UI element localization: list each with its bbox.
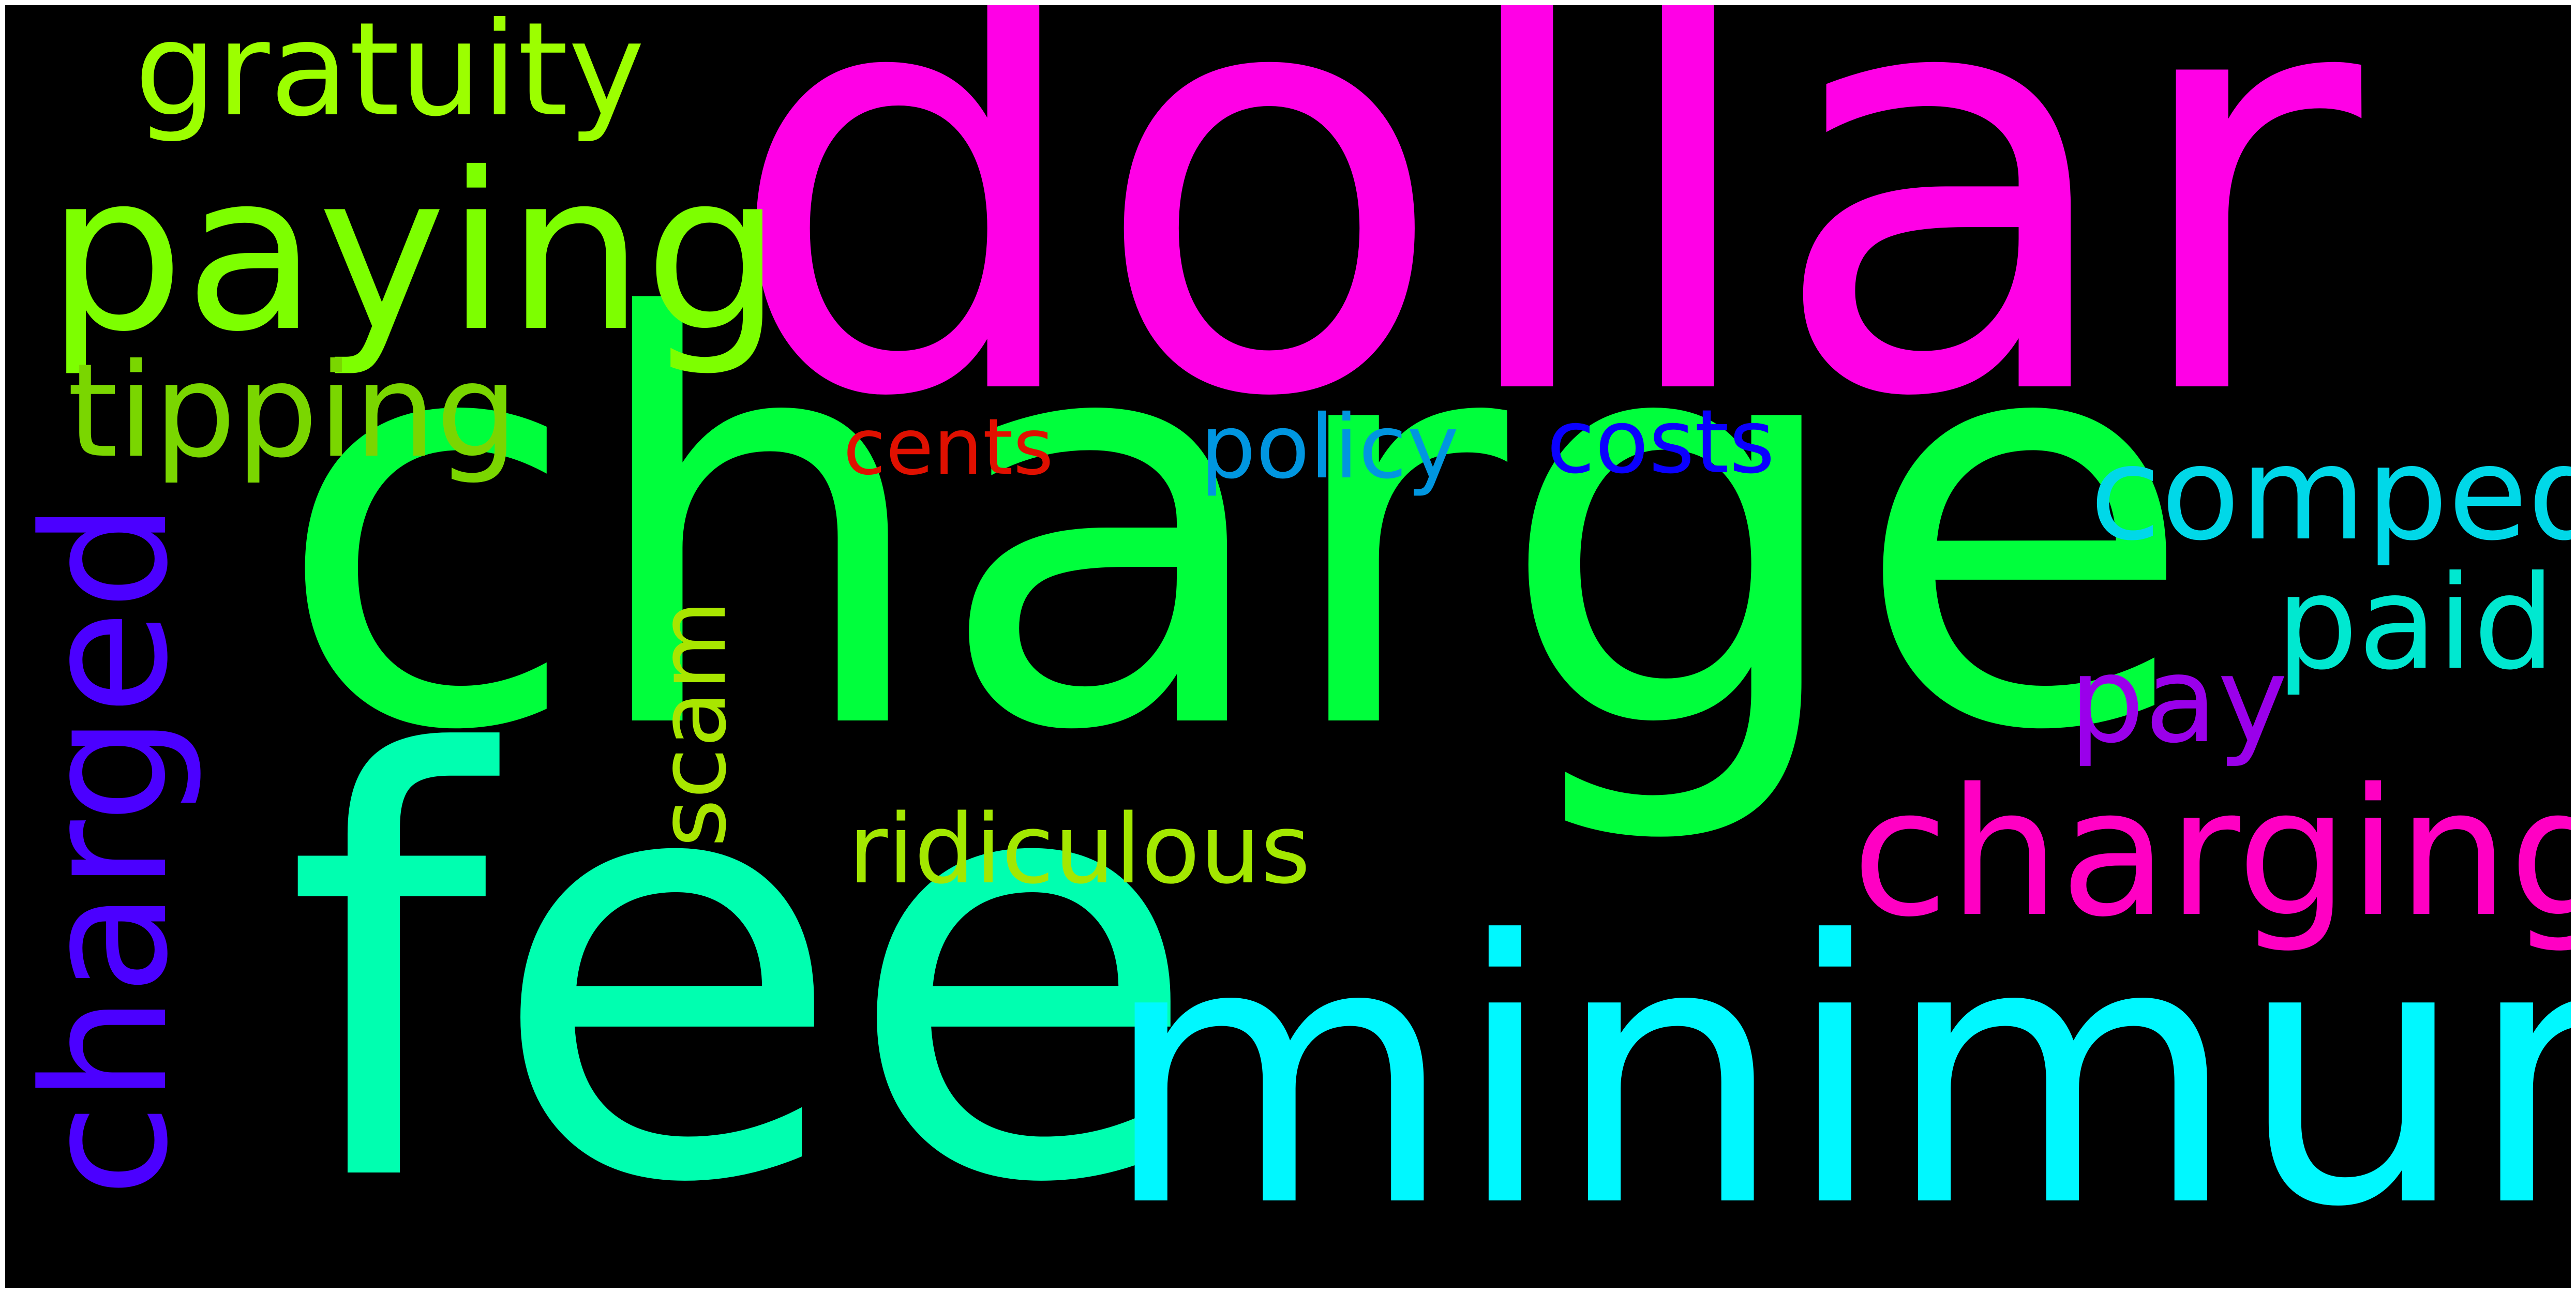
- word-fee: fee: [284, 635, 1202, 1288]
- word-cents: cents: [843, 402, 1054, 492]
- word-charge: charge: [274, 202, 2196, 852]
- word-ridiculous: ridiculous: [848, 793, 1311, 905]
- word-charging: charging: [1852, 751, 2571, 956]
- word-policy: policy: [1200, 396, 1459, 499]
- word-paying: paying: [47, 127, 783, 380]
- word-gratuity: gratuity: [134, 5, 645, 145]
- word-tipping: tipping: [67, 336, 518, 486]
- word-charged: charged: [7, 502, 205, 1197]
- word-dollar: dollar: [724, 5, 2362, 523]
- word-pay: pay: [2069, 632, 2288, 770]
- wordcloud-canvas: dollar charge fee minimum paying charged…: [5, 5, 2571, 1288]
- word-minimum: minimum: [1102, 865, 2571, 1286]
- word-paid: paid: [2276, 548, 2556, 698]
- word-costs: costs: [1547, 391, 1775, 493]
- word-comped: comped: [2090, 418, 2571, 569]
- word-scam: scam: [639, 600, 747, 848]
